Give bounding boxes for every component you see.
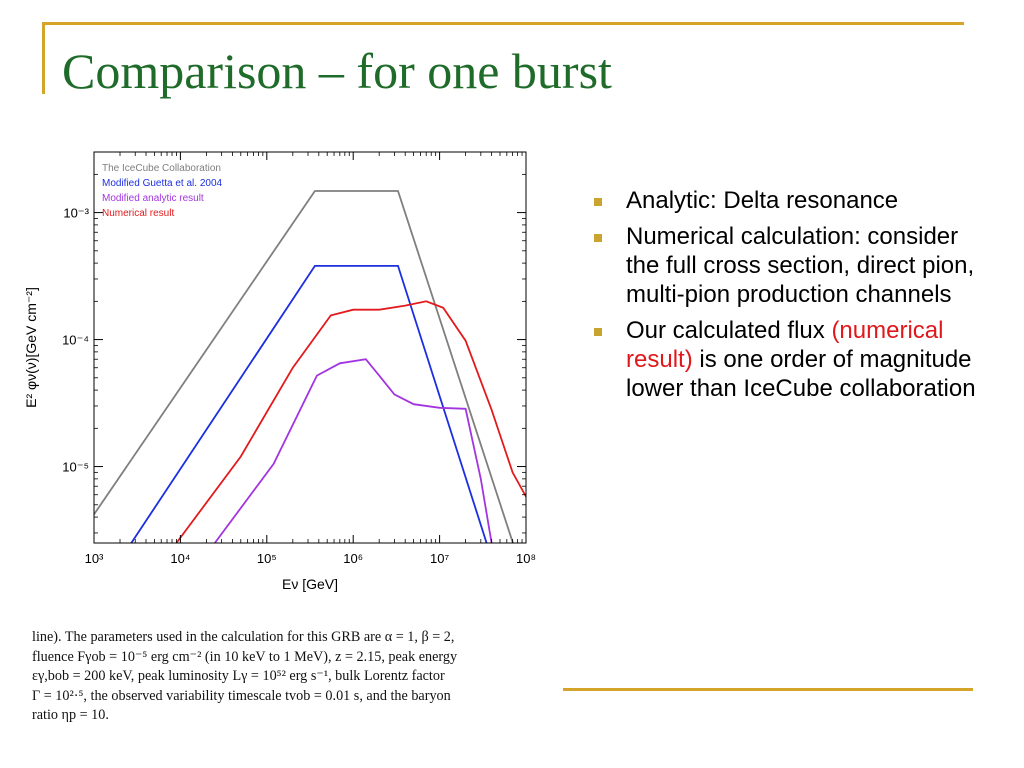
legend-entry: The IceCube Collaboration [102, 163, 221, 174]
paper-caption-excerpt: line). The parameters used in the calcul… [32, 628, 552, 726]
square-bullet-icon [594, 198, 602, 206]
x-tick-label: 10⁵ [257, 551, 277, 566]
x-axis-label: Eν [GeV] [282, 576, 338, 592]
x-tick-label: 10⁶ [343, 551, 363, 566]
y-tick-label: 10⁻⁴ [62, 333, 89, 348]
frame-top-line [42, 22, 964, 25]
legend-entry: Numerical result [102, 208, 174, 219]
square-bullet-icon [594, 234, 602, 242]
x-tick-label: 10³ [85, 551, 104, 566]
y-axis-label: E² φν(ν)[GeV cm⁻²] [23, 287, 39, 408]
series-line [175, 300, 526, 543]
caption-line: fluence Fγob = 10⁻⁵ erg cm⁻² (in 10 keV … [32, 648, 458, 665]
caption-line: Γ = 10²·⁵, the observed variability time… [32, 687, 451, 704]
series-line [94, 190, 514, 543]
legend-entry: Modified Guetta et al. 2004 [102, 178, 223, 189]
bullet-highlight: (numerical result) [626, 317, 944, 373]
bullet-list: Analytic: Delta resonance Numerical calc… [594, 186, 994, 410]
y-tick-label: 10⁻⁵ [62, 460, 89, 475]
y-tick-label: 10⁻³ [63, 206, 89, 221]
bullet-text-before: Our calculated flux [626, 317, 832, 344]
x-tick-label: 10⁴ [170, 551, 190, 566]
bullet-text: Analytic: Delta resonance [626, 187, 899, 214]
frame-bottom-line [563, 688, 973, 691]
bullet-text-after: is one order of magnitude lower than Ice… [626, 346, 976, 402]
bullet-item: Numerical calculation: consider the full… [594, 222, 994, 309]
x-tick-label: 10⁷ [430, 551, 449, 566]
flux-comparison-chart: 10³ 10⁴ 10⁵ 10⁶ 10⁷ 10⁸ 10⁻⁵ 10⁻⁴ 10⁻³ Eν [GeV] E²… [23, 151, 536, 592]
bullet-item: Analytic: Delta resonance [594, 186, 994, 215]
plot-frame [93, 151, 527, 544]
series-line [214, 358, 493, 543]
frame-left-line [42, 22, 45, 94]
caption-line: line). The parameters used in the calcul… [32, 629, 455, 645]
series-line [130, 265, 488, 543]
slide-title: Comparison – for one burst [62, 43, 612, 99]
bullet-text: Numerical calculation: consider the full… [626, 223, 975, 308]
x-tick-label: 10⁸ [516, 551, 536, 566]
caption-line: ratio ηp = 10. [32, 707, 109, 723]
legend-entry: Modified analytic result [102, 193, 204, 204]
bullet-item: Our calculated flux (numerical result) i… [594, 316, 994, 403]
caption-line: εγ,bob = 200 keV, peak luminosity Lγ = 1… [32, 668, 445, 684]
square-bullet-icon [594, 328, 602, 336]
